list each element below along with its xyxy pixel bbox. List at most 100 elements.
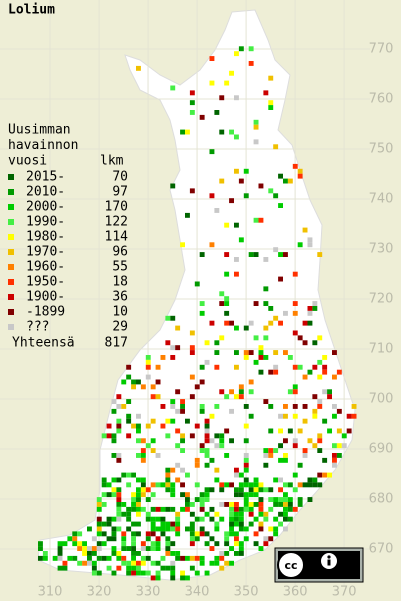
record-square: [170, 418, 176, 424]
y-tick-label: 690: [369, 442, 394, 457]
record-square: [219, 565, 225, 571]
record-square: [248, 350, 254, 355]
record-square: [248, 61, 254, 66]
record-square: [234, 492, 239, 498]
record-square: [165, 565, 171, 571]
record-square: [145, 555, 151, 561]
record-square: [278, 428, 283, 434]
record-square: [243, 404, 249, 409]
record-square: [199, 364, 205, 370]
record-square: [234, 51, 239, 57]
record-square: [243, 477, 249, 483]
record-square: [180, 448, 185, 453]
record-square: [145, 359, 151, 365]
record-square: [116, 423, 122, 429]
record-square: [243, 350, 249, 355]
record-square: [219, 335, 225, 341]
record-square: [273, 315, 279, 321]
record-square: [111, 399, 117, 404]
record-square: [155, 516, 161, 522]
record-square: [263, 301, 269, 306]
record-square: [297, 173, 303, 179]
record-square: [150, 546, 156, 551]
record-square: [283, 482, 288, 488]
legend-heading: Uusimman: [8, 123, 71, 138]
record-square: [170, 467, 176, 473]
record-square: [131, 555, 136, 561]
record-square: [189, 536, 195, 542]
record-square: [96, 521, 102, 527]
record-square: [155, 526, 161, 532]
record-square: [302, 404, 308, 409]
record-square: [96, 497, 102, 502]
record-square: [229, 408, 234, 414]
record-square: [209, 413, 215, 419]
record-square: [106, 492, 112, 498]
record-square: [67, 536, 73, 542]
record-square: [131, 472, 136, 478]
record-square: [140, 487, 146, 493]
record-square: [307, 369, 313, 375]
record-square: [234, 516, 239, 522]
record-square: [283, 511, 288, 517]
record-square: [219, 178, 225, 184]
record-square: [175, 531, 181, 537]
record-square: [126, 364, 132, 370]
record-square: [219, 301, 225, 306]
y-tick-label: 670: [369, 542, 394, 557]
x-tick-label: 310: [38, 585, 63, 600]
record-square: [263, 541, 269, 547]
record-square: [136, 511, 141, 517]
record-square: [175, 555, 181, 561]
record-square: [199, 408, 205, 414]
record-square: [165, 521, 171, 527]
record-square: [312, 394, 318, 400]
record-square: [87, 560, 92, 566]
record-square: [116, 492, 122, 498]
record-square: [307, 482, 313, 488]
record-square: [199, 448, 205, 453]
record-square: [204, 453, 210, 458]
record-square: [52, 555, 58, 561]
record-square: [116, 506, 122, 512]
record-square: [155, 536, 161, 542]
record-square: [268, 188, 274, 194]
record-square: [219, 482, 225, 488]
record-square: [194, 570, 200, 576]
record-square: [204, 570, 210, 576]
record-square: [292, 364, 298, 370]
record-square: [243, 453, 249, 458]
record-square: [278, 320, 283, 326]
record-square: [175, 477, 181, 483]
record-square: [185, 497, 190, 502]
record-square: [87, 526, 92, 532]
record-square: [165, 472, 171, 478]
record-square: [77, 546, 83, 551]
record-square: [238, 516, 244, 522]
record-square: [165, 506, 171, 512]
record-square: [189, 433, 195, 439]
record-square: [283, 526, 288, 532]
legend-label: 2000-: [26, 200, 65, 215]
record-square: [189, 531, 195, 537]
x-tick-label: 360: [283, 585, 308, 600]
record-square: [189, 521, 195, 527]
record-square: [136, 65, 141, 71]
record-square: [155, 570, 161, 576]
record-square: [131, 531, 136, 537]
record-square: [136, 502, 141, 507]
record-square: [170, 560, 176, 566]
record-square: [283, 413, 288, 419]
record-square: [175, 462, 181, 468]
legend-heading: havainnon: [8, 138, 78, 153]
record-square: [180, 433, 185, 439]
record-square: [57, 551, 63, 556]
record-square: [273, 497, 279, 502]
record-square: [150, 448, 156, 453]
legend-count: 10: [112, 305, 128, 320]
record-square: [57, 565, 63, 571]
record-square: [199, 497, 205, 502]
record-square: [238, 487, 244, 493]
record-square: [253, 477, 259, 483]
record-square: [136, 423, 141, 429]
